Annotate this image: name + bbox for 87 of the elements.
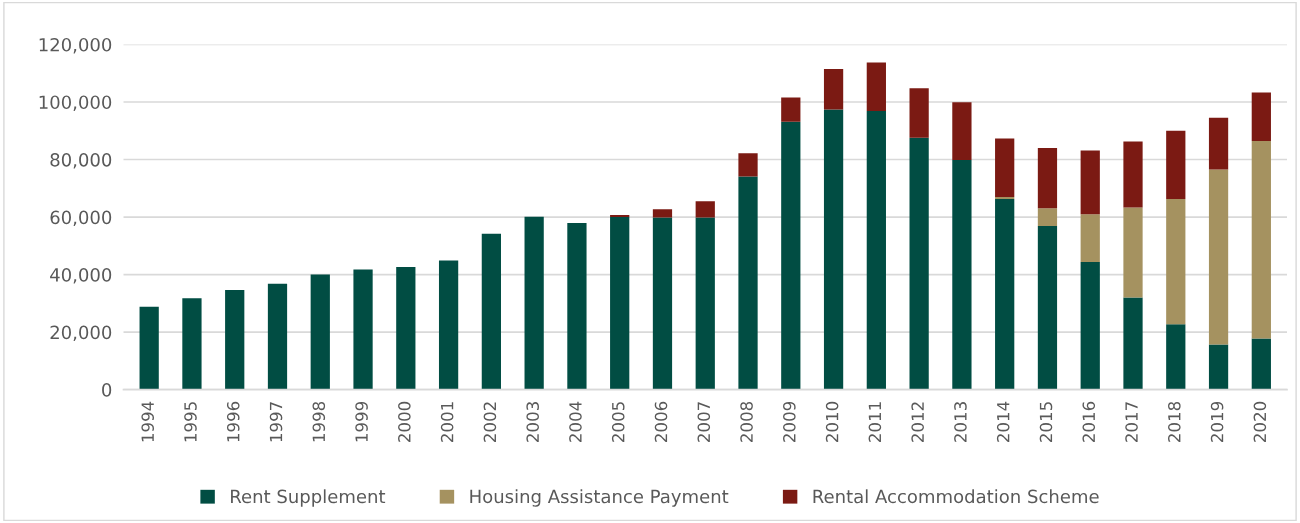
x-tick-label: 2020	[1253, 401, 1267, 442]
x-tick-label: 2019	[1210, 401, 1224, 442]
x-tick-label: 2013	[954, 402, 967, 442]
x-tick-label: 2004	[569, 401, 582, 442]
bar	[438, 260, 459, 390]
bar	[396, 267, 416, 390]
y-tick-label: 20,000	[50, 325, 112, 342]
bar	[695, 201, 715, 218]
x-tick-label: 2007	[697, 402, 711, 442]
x-tick-label: 2001	[440, 402, 454, 442]
bar	[738, 153, 758, 177]
bar	[866, 62, 886, 111]
bar	[952, 160, 972, 390]
bar	[567, 223, 587, 390]
bar	[1080, 214, 1100, 262]
bar	[1208, 169, 1229, 345]
y-tick-label: 80,000	[50, 152, 112, 169]
x-tick-label: 2014	[996, 401, 1010, 442]
x-tick-label: 2002	[483, 402, 497, 442]
x-tick-label: 2011	[868, 402, 882, 442]
x-tick-label: 2017	[1125, 402, 1138, 442]
bar	[1251, 338, 1271, 390]
bar	[1123, 141, 1143, 208]
bar	[1208, 344, 1229, 390]
bar	[995, 138, 1015, 197]
bar	[1166, 198, 1186, 325]
x-tick-label: 2015	[1039, 402, 1053, 442]
bar	[652, 209, 673, 218]
y-tick-label: 40,000	[50, 268, 112, 284]
x-tick-label: 2006	[654, 401, 668, 442]
bar	[139, 306, 159, 390]
bar	[781, 97, 801, 122]
bar	[310, 274, 330, 390]
bar	[995, 198, 1015, 390]
x-tick-label: 2016	[1082, 401, 1096, 442]
bar	[1166, 324, 1186, 390]
bar	[225, 290, 245, 390]
bar	[738, 176, 758, 390]
bar	[695, 217, 715, 390]
legend-label: Housing Assistance Payment	[470, 489, 729, 507]
bar	[610, 215, 630, 218]
bar	[1080, 261, 1100, 390]
x-tick-label: 1997	[269, 402, 283, 442]
bar	[1208, 117, 1229, 170]
bar	[952, 102, 972, 161]
bar	[1166, 130, 1186, 199]
x-tick-label: 2009	[783, 401, 796, 442]
bar	[1251, 141, 1271, 339]
x-tick-label: 2000	[398, 401, 411, 442]
bar	[1037, 208, 1058, 226]
bar	[823, 109, 844, 390]
bar	[1123, 297, 1143, 390]
bar	[267, 283, 288, 390]
x-tick-label: 2003	[526, 402, 539, 442]
bar	[652, 217, 673, 390]
y-tick-label: 120,000	[39, 37, 112, 54]
bar	[524, 216, 544, 390]
bar	[909, 137, 929, 390]
bar	[1123, 207, 1143, 298]
x-tick-label: 1999	[355, 401, 368, 442]
bar	[182, 298, 202, 390]
x-tick-label: 1995	[184, 402, 197, 442]
y-tick-label: 100,000	[39, 95, 112, 111]
bar	[1251, 92, 1271, 142]
x-tick-label: 2018	[1168, 401, 1181, 442]
x-tick-label: 2012	[911, 402, 924, 442]
x-tick-label: 1996	[226, 401, 240, 442]
bar	[866, 110, 886, 390]
bar	[353, 269, 373, 390]
bar	[823, 68, 844, 110]
x-tick-label: 2010	[825, 401, 839, 442]
x-tick-label: 1998	[312, 401, 326, 442]
bar	[1037, 148, 1058, 209]
x-tick-label: 1994	[141, 401, 154, 442]
legend-label: Rent Supplement	[231, 489, 386, 507]
y-tick-label: 0	[102, 383, 112, 397]
bar	[610, 217, 630, 390]
legend-label: Rental Accommodation Scheme	[813, 489, 1099, 504]
bar	[909, 88, 929, 138]
x-tick-label: 2008	[740, 401, 753, 442]
bar	[481, 233, 501, 390]
bar	[781, 121, 801, 390]
bar	[1037, 225, 1058, 390]
y-tick-label: 60,000	[50, 210, 112, 226]
bar	[995, 196, 1015, 199]
x-tick-label: 2005	[611, 402, 625, 442]
bar	[1080, 150, 1100, 215]
